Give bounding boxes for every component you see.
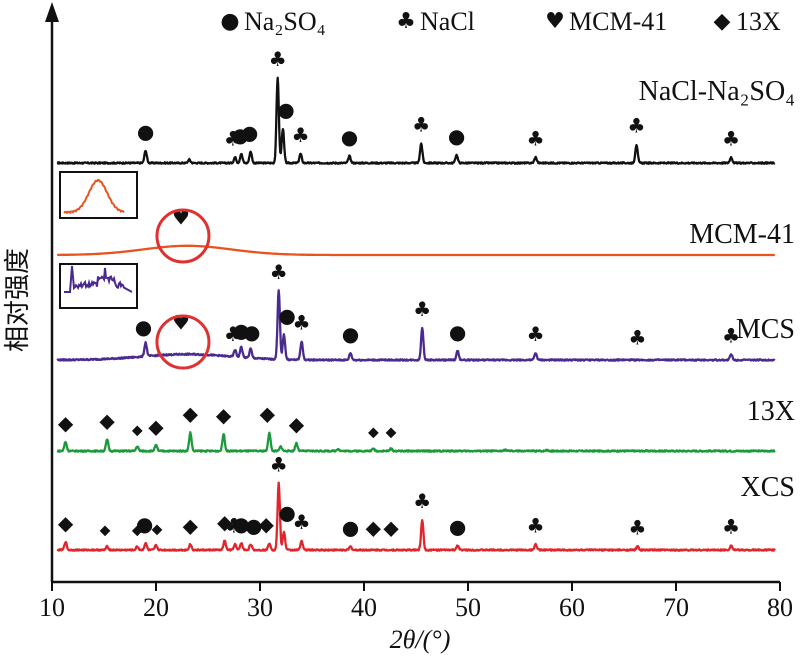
x-tick-label: 60 (559, 593, 585, 622)
phase-marker-icon: ◆ (132, 523, 143, 539)
legend-label: NaCl (420, 7, 475, 36)
series-label: MCS (736, 314, 795, 345)
phase-marker-icon: ● (241, 121, 258, 145)
phase-marker-icon: ♣ (629, 516, 647, 540)
phase-marker-icon: ◆ (289, 412, 305, 436)
phase-marker-icon: ● (278, 304, 295, 328)
legend-marker-icon: ♣ (396, 9, 416, 34)
phase-marker-icon: ● (233, 319, 250, 343)
series-line-0 (56, 76, 776, 165)
phase-marker-icon: ◆ (368, 425, 379, 441)
inset-mcs-line (64, 265, 133, 293)
x-tick-label: 80 (767, 593, 793, 622)
legend-label: MCM-41 (569, 7, 667, 36)
x-tick-label: 40 (351, 593, 377, 622)
phase-marker-icon: ● (448, 124, 465, 148)
phase-marker-icon: ♣ (224, 322, 242, 346)
phase-marker-icon: ♣ (412, 112, 430, 136)
phase-marker-icon: ◆ (217, 510, 233, 534)
phase-marker-icon: ♣ (413, 297, 431, 321)
phase-marker-icon: ♣ (722, 126, 740, 150)
phase-marker-icon: ● (342, 516, 359, 540)
phase-marker-icon: ● (232, 123, 249, 147)
phase-marker-icon: ◆ (148, 414, 164, 438)
phase-marker-icon: ◆ (386, 425, 397, 441)
x-tick-label: 20 (143, 593, 169, 622)
x-tick-label: 30 (247, 593, 273, 622)
series-line-2 (56, 289, 776, 362)
phase-marker-icon: ◆ (216, 403, 232, 427)
phase-marker-icon: ◆ (260, 402, 276, 426)
x-axis-label: 2θ/(°) (390, 625, 451, 654)
phase-marker-icon: ● (243, 320, 260, 344)
phase-marker-icon: ♣ (629, 326, 647, 350)
phase-marker-icon: ◆ (152, 521, 163, 537)
highlight-circle (155, 314, 211, 370)
insets (59, 171, 138, 309)
series-line-4 (56, 481, 776, 552)
phase-marker-icon: ♣ (269, 47, 287, 71)
phase-marker-icon: ● (341, 125, 358, 149)
phase-marker-icon: ● (135, 315, 152, 339)
legend: ● Na₂SO₄ ♣ NaCl ♥ MCM-41 ◆ 13X (220, 7, 781, 36)
phase-marker-icon: ♣ (293, 510, 311, 534)
highlight-circles (155, 208, 211, 370)
legend-label: Na₂SO₄ (244, 7, 326, 36)
phase-marker-icon: ◆ (58, 511, 74, 535)
phase-marker-icon: ♣ (628, 114, 646, 138)
phase-marker-icon: ● (449, 514, 466, 538)
legend-marker-icon: ◆ (714, 9, 731, 34)
y-axis-arrow-icon (45, 2, 59, 22)
phase-marker-icon: ♣ (270, 452, 288, 476)
legend-marker-icon: ♥ (545, 9, 565, 34)
phase-marker-icon: ◆ (259, 512, 275, 536)
x-tick-label: 50 (455, 593, 481, 622)
phase-marker-icon: ♣ (527, 322, 545, 346)
x-tick-label: 10 (39, 593, 65, 622)
phase-marker-icon: ● (278, 501, 295, 525)
phase-marker-icon: ♣ (527, 126, 545, 150)
phase-marker-icon: ● (137, 119, 154, 143)
legend-marker-icon: ● (220, 9, 239, 34)
phase-marker-icon: ● (277, 98, 294, 122)
phase-marker-icon: ◆ (58, 411, 74, 435)
series-label: NaCl-Na₂SO₄ (639, 76, 795, 107)
phase-marker-icon: ◆ (132, 422, 143, 438)
axes (45, 2, 780, 584)
phase-marker-icon: ♣ (224, 126, 242, 150)
series-label: MCM-41 (689, 219, 795, 250)
phase-marker-icon: ♣ (527, 513, 545, 537)
y-axis-label: 相对强度 (3, 248, 32, 352)
phase-marker-icon: ◆ (100, 523, 111, 539)
phase-marker-icon: ● (233, 512, 250, 536)
legend-label: 13X (736, 7, 781, 36)
phase-marker-icon: ● (245, 513, 262, 537)
phase-marker-icon: ◆ (99, 409, 115, 433)
phase-marker-icon: ● (136, 512, 153, 536)
x-ticks: 10 20 30 40 50 60 70 80 (39, 582, 793, 622)
series-line-1 (56, 244, 776, 257)
highlight-circle (155, 208, 211, 264)
phase-marker-icon: ◆ (383, 516, 399, 540)
phase-marker-icon: ♥ (172, 311, 190, 335)
phase-marker-icon: ♣ (292, 123, 310, 147)
series-line-3 (56, 431, 776, 453)
inset-mcm41-line (63, 178, 125, 215)
phase-marker-icon: ◆ (366, 516, 382, 540)
phase-marker-icon: ● (342, 322, 359, 346)
phase-marker-icon: ● (449, 320, 466, 344)
phase-marker-icon: ◆ (183, 513, 199, 537)
phase-marker-icon: ♣ (722, 514, 740, 538)
x-tick-label: 70 (663, 593, 689, 622)
phase-marker-icon: ♣ (270, 260, 288, 284)
phase-marker-icon: ♣ (722, 323, 740, 347)
series-group: ● ♣●●♣●♣ ●♣ ● ♣♣♣NaCl-Na₂SO₄♥MCM-41● ♥ ♣●●♣●♣ ●… (56, 47, 795, 552)
phase-marker-icon: ♣ (413, 489, 431, 513)
phase-marker-icon: ♣ (225, 513, 243, 537)
phase-marker-icon: ◆ (183, 402, 199, 426)
series-label: XCS (741, 472, 795, 503)
series-label: 13X (747, 396, 795, 427)
phase-marker-icon: ♣ (293, 311, 311, 335)
